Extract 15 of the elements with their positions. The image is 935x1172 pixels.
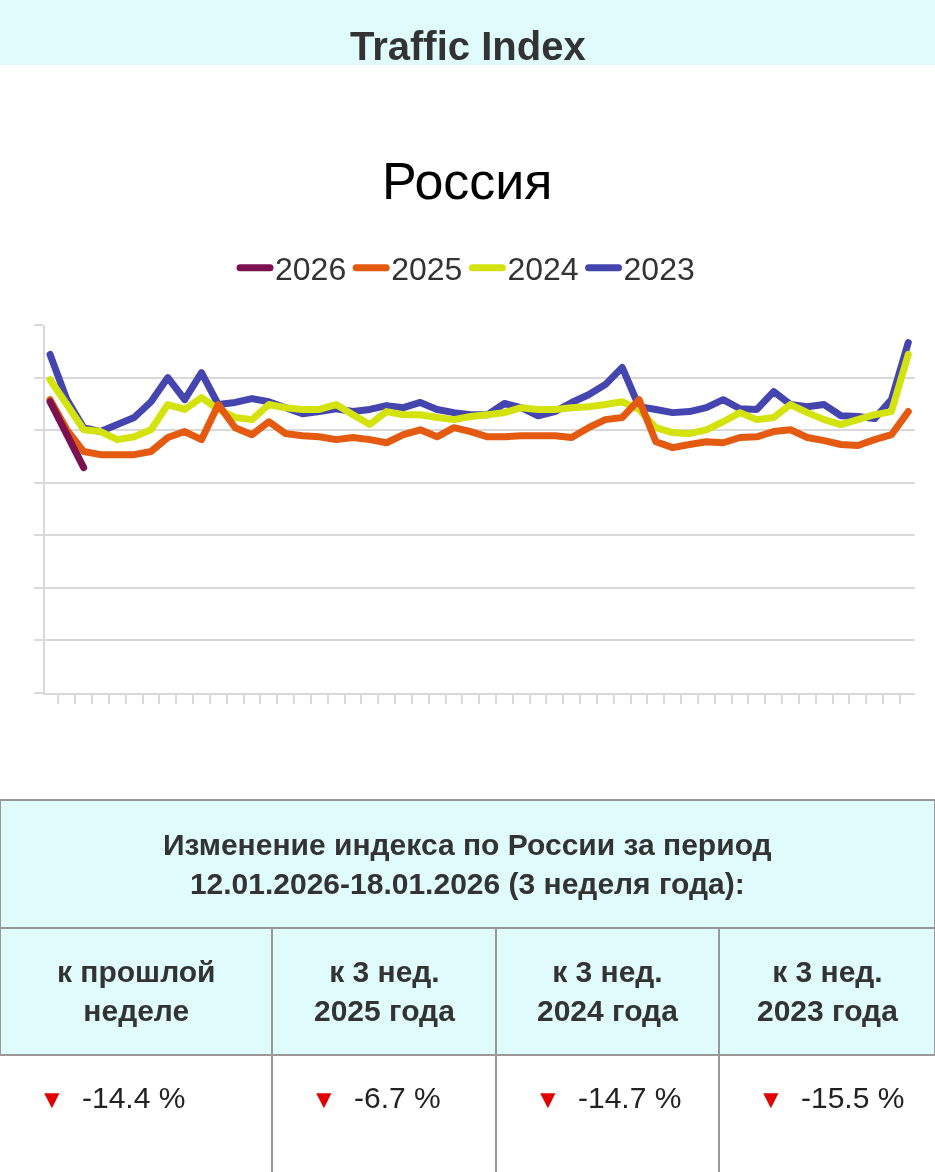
chart-subtitle: Россия [382, 152, 553, 210]
text: к прошлой неделе [57, 955, 216, 1027]
chart-title: Traffic Index [350, 24, 586, 68]
legend-label: 2024 [507, 251, 579, 288]
text: к 3 нед. 2024 года [537, 955, 679, 1027]
legend-label: 2025 [391, 251, 463, 288]
text: ▼ -14.7 % [535, 1081, 682, 1114]
legend-label: 2023 [623, 251, 695, 288]
text: Изменение индекса по России за период 12.01.2026-18.01.2026 (3 неделя года): [163, 828, 772, 900]
text: ▼ -14.4 % [39, 1081, 186, 1114]
text: ▼ -15.5 % [758, 1081, 905, 1114]
text: ▼ -6.7 % [311, 1081, 441, 1114]
text: к 3 нед. 2023 года [757, 955, 899, 1027]
legend-label: 2026 [275, 251, 347, 288]
text: к 3 нед. 2025 года [314, 955, 456, 1027]
